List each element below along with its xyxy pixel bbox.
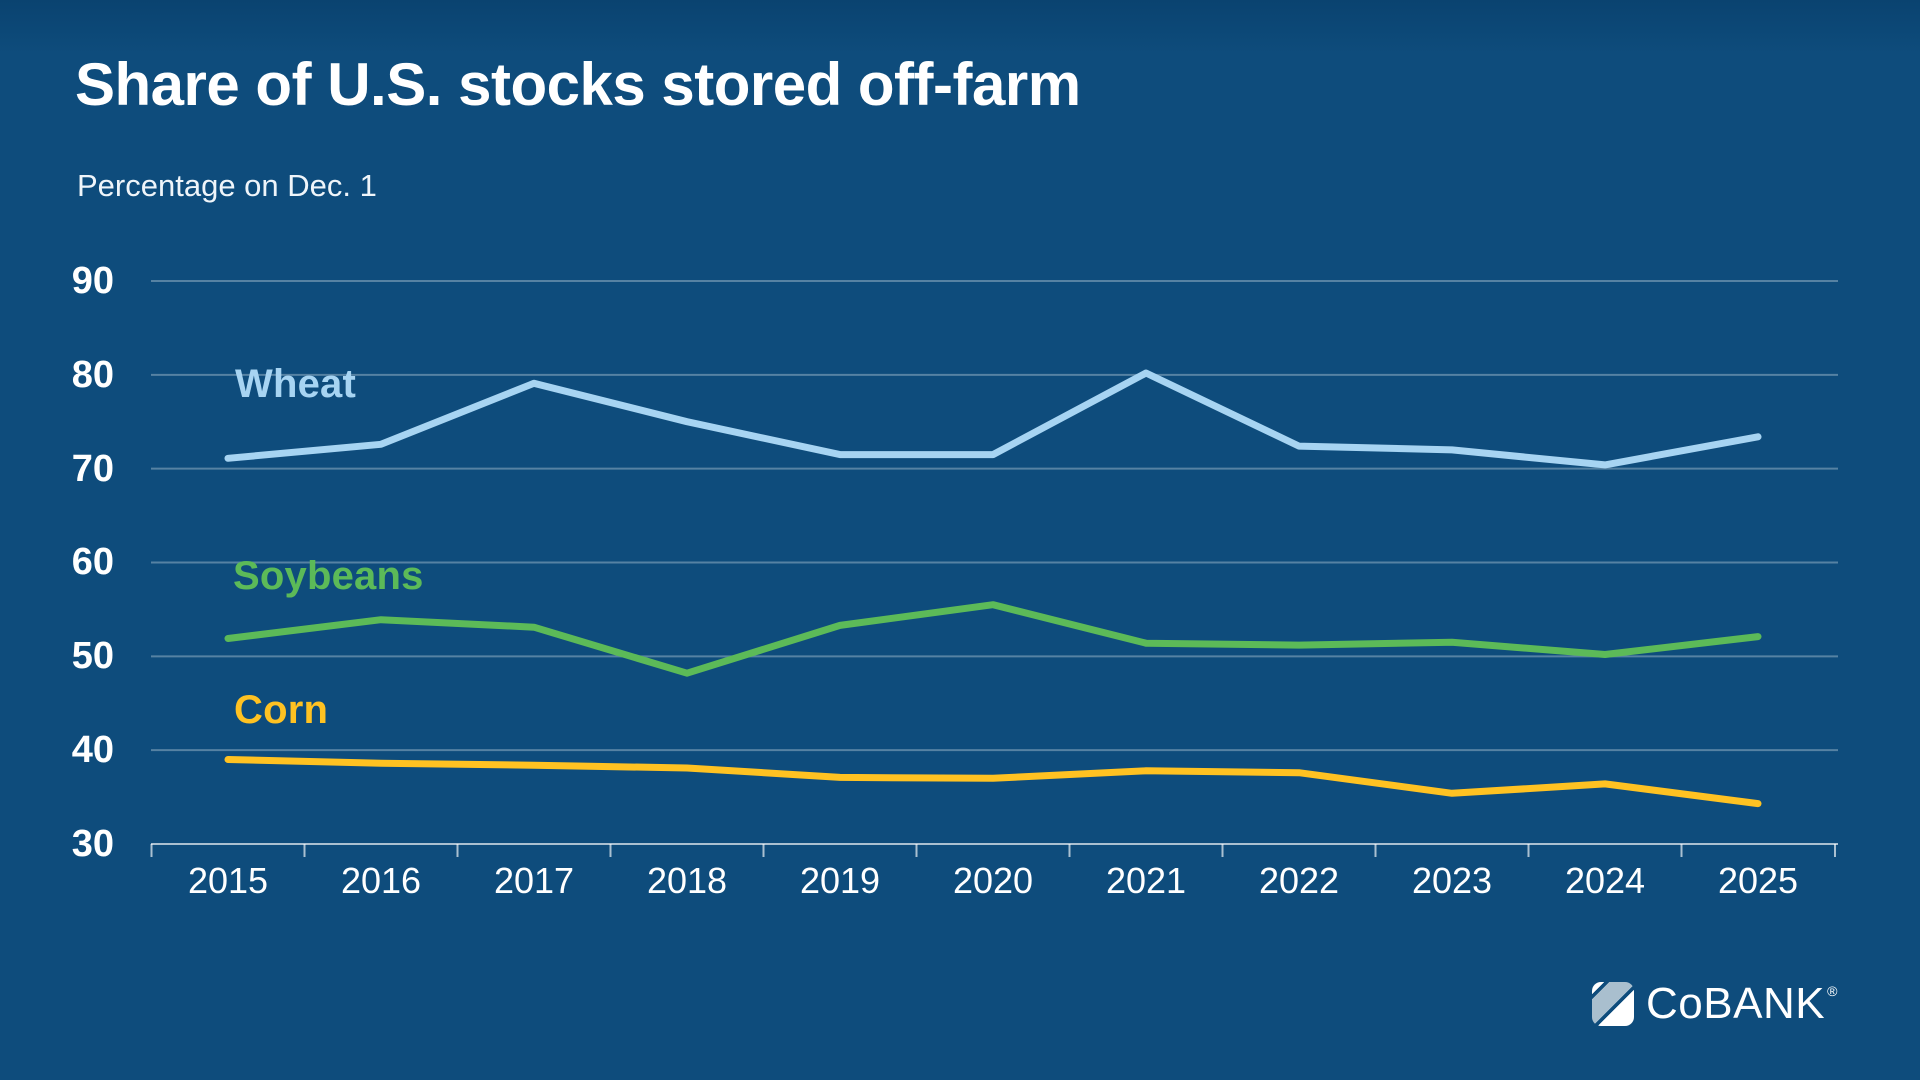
- cobank-wordmark: CoBANK ®: [1646, 982, 1838, 1026]
- x-axis-label: 2017: [493, 860, 575, 901]
- cobank-logo-icon: [1592, 982, 1634, 1026]
- chart-title: Share of U.S. stocks stored off-farm: [75, 51, 1081, 118]
- y-axis-label: 70: [71, 447, 114, 490]
- y-axis-label: 50: [71, 635, 114, 678]
- chart-subtitle: Percentage on Dec. 1: [77, 168, 377, 203]
- series-line-corn: [224, 756, 1762, 808]
- x-axis-label: 2020: [952, 860, 1034, 901]
- y-axis-label: 80: [71, 353, 114, 396]
- x-axis-label: 2018: [646, 860, 728, 901]
- y-axis-label: 40: [71, 729, 114, 772]
- series-label-corn: Corn: [234, 688, 329, 732]
- registered-trademark-symbol: ®: [1827, 983, 1838, 999]
- x-axis-label: 2024: [1564, 860, 1646, 901]
- series-line-wheat: [224, 369, 1762, 469]
- x-axis-label: 2025: [1717, 860, 1799, 901]
- series-label-soybeans: Soybeans: [233, 554, 424, 598]
- y-axis-label: 60: [71, 541, 114, 584]
- x-axis-label: 2023: [1411, 860, 1493, 901]
- x-axis-label: 2019: [799, 860, 881, 901]
- series-line-soybeans: [224, 601, 1762, 677]
- x-axis-label: 2016: [340, 860, 422, 901]
- cobank-logo: CoBANK ®: [1592, 982, 1838, 1026]
- series-label-wheat: Wheat: [235, 362, 356, 406]
- x-axis-label: 2021: [1105, 860, 1187, 901]
- y-axis-label: 90: [71, 260, 114, 302]
- cobank-wordmark-text: CoBANK: [1646, 979, 1826, 1028]
- x-axis-label: 2015: [187, 860, 269, 901]
- y-axis-label: 30: [71, 822, 114, 865]
- x-axis-label: 2022: [1258, 860, 1340, 901]
